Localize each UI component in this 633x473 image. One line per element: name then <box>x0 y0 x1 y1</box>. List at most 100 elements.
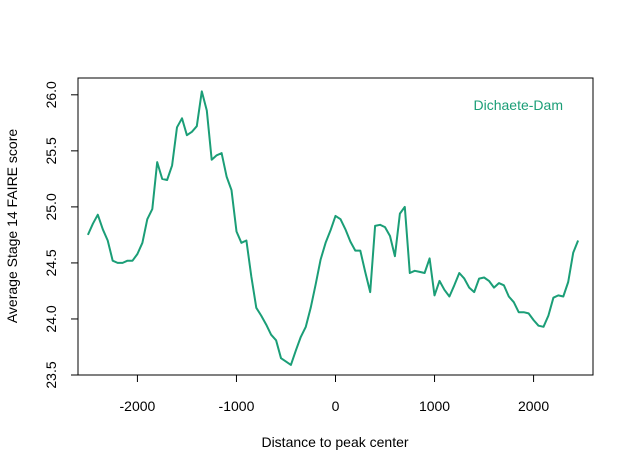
data-point <box>270 333 272 335</box>
y-axis-label: Average Stage 14 FAIRE score <box>4 129 20 324</box>
data-point <box>305 326 307 328</box>
data-point <box>235 230 237 232</box>
data-point <box>111 259 113 261</box>
data-point <box>513 301 515 303</box>
x-axis-label: Distance to peak center <box>261 434 408 450</box>
data-point <box>295 349 297 351</box>
data-point <box>572 252 574 254</box>
data-point <box>280 357 282 359</box>
data-point <box>171 164 173 166</box>
data-point <box>567 281 569 283</box>
data-point <box>458 272 460 274</box>
data-point <box>394 255 396 257</box>
data-point <box>191 131 193 133</box>
data-point <box>151 208 153 210</box>
data-point <box>468 286 470 288</box>
y-tick-label: 24.5 <box>43 249 59 276</box>
data-point <box>334 215 336 217</box>
data-point <box>290 364 292 366</box>
data-point <box>463 277 465 279</box>
data-point <box>354 249 356 251</box>
data-point <box>384 226 386 228</box>
data-point <box>329 229 331 231</box>
data-point <box>107 239 109 241</box>
data-point <box>369 291 371 293</box>
data-point <box>418 271 420 273</box>
data-point <box>537 324 539 326</box>
x-tick-label: 0 <box>332 398 340 414</box>
data-point <box>359 249 361 251</box>
data-point <box>443 289 445 291</box>
data-point <box>349 240 351 242</box>
data-point <box>473 291 475 293</box>
data-point <box>438 280 440 282</box>
y-tick-label: 23.5 <box>43 361 59 388</box>
data-point <box>324 242 326 244</box>
data-point <box>161 178 163 180</box>
legend-label: Dichaete-Dam <box>474 97 563 113</box>
x-axis: -2000 -1000 0 1000 2000 <box>120 374 549 414</box>
x-tick-label: 2000 <box>518 398 549 414</box>
data-point <box>409 272 411 274</box>
data-point <box>428 257 430 259</box>
data-point <box>522 311 524 313</box>
data-point <box>448 295 450 297</box>
data-point <box>488 280 490 282</box>
y-axis: 23.5 24.0 24.5 25.0 25.5 26.0 <box>43 81 79 389</box>
data-point <box>131 259 133 261</box>
data-point <box>379 224 381 226</box>
data-point <box>206 109 208 111</box>
data-point <box>156 161 158 163</box>
data-point <box>310 307 312 309</box>
data-point <box>255 307 257 309</box>
data-point <box>483 276 485 278</box>
data-point <box>102 228 104 230</box>
data-point <box>478 277 480 279</box>
data-point <box>92 222 94 224</box>
data-point <box>116 262 118 264</box>
data-point <box>547 314 549 316</box>
data-point <box>527 312 529 314</box>
data-point <box>196 125 198 127</box>
data-point <box>542 326 544 328</box>
data-point <box>260 314 262 316</box>
y-tick-label: 25.0 <box>43 193 59 220</box>
data-point <box>364 271 366 273</box>
data-point <box>186 134 188 136</box>
data-point <box>181 117 183 119</box>
plot-frame <box>77 77 594 376</box>
data-point <box>518 311 520 313</box>
series-line-dichaete-dam <box>86 90 580 366</box>
data-point <box>339 218 341 220</box>
data-point <box>211 159 213 161</box>
series-layer <box>86 90 580 366</box>
x-tick-label: -2000 <box>120 398 156 414</box>
data-point <box>245 239 247 241</box>
data-point <box>166 179 168 181</box>
data-point <box>240 242 242 244</box>
data-point <box>87 234 89 236</box>
data-point <box>285 360 287 362</box>
data-point <box>319 258 321 260</box>
data-point <box>399 212 401 214</box>
data-point <box>141 242 143 244</box>
data-point <box>176 126 178 128</box>
data-point <box>577 239 579 241</box>
data-point <box>503 284 505 286</box>
data-point <box>250 275 252 277</box>
y-tick-label: 26.0 <box>43 81 59 108</box>
data-point <box>423 272 425 274</box>
data-point <box>374 225 376 227</box>
x-tick-label: -1000 <box>219 398 255 414</box>
y-tick-label: 24.0 <box>43 305 59 332</box>
data-point <box>220 152 222 154</box>
data-point <box>498 282 500 284</box>
data-point <box>532 319 534 321</box>
y-tick-label: 25.5 <box>43 137 59 164</box>
data-point <box>97 214 99 216</box>
data-point <box>414 270 416 272</box>
data-point <box>557 294 559 296</box>
data-point <box>562 295 564 297</box>
data-point <box>433 294 435 296</box>
data-point <box>275 339 277 341</box>
